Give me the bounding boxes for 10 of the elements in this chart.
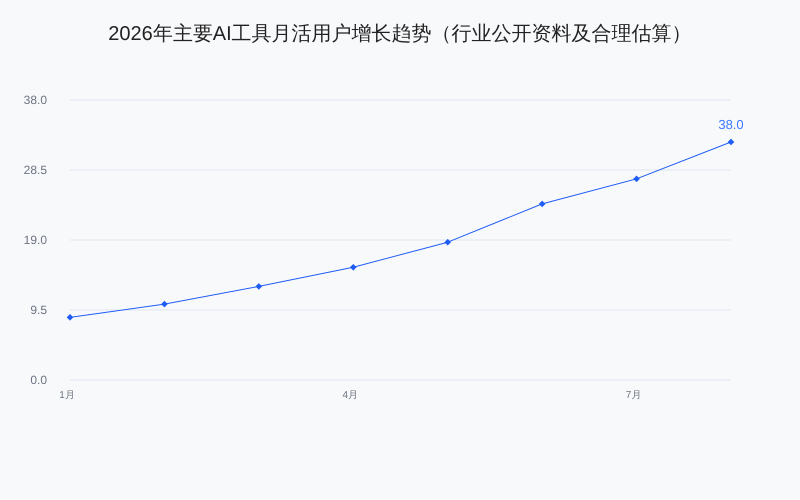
title: 2026年主要AI工具月活用户增长趋势（行业公开资料及合理估算） xyxy=(108,23,692,45)
y-tick-label: 38.0 xyxy=(24,93,47,107)
x-tick-label: 1月 xyxy=(59,390,75,401)
y-tick-label: 9.5 xyxy=(30,303,47,317)
x-tick-label: 7月 xyxy=(626,390,642,401)
y-tick-label: 28.5 xyxy=(24,163,47,177)
annotation: 38.0 xyxy=(718,117,744,132)
y-tick-label: 19.0 xyxy=(24,233,47,247)
y-tick-label: 0.0 xyxy=(30,373,47,387)
x-tick-label: 4月 xyxy=(342,390,358,401)
